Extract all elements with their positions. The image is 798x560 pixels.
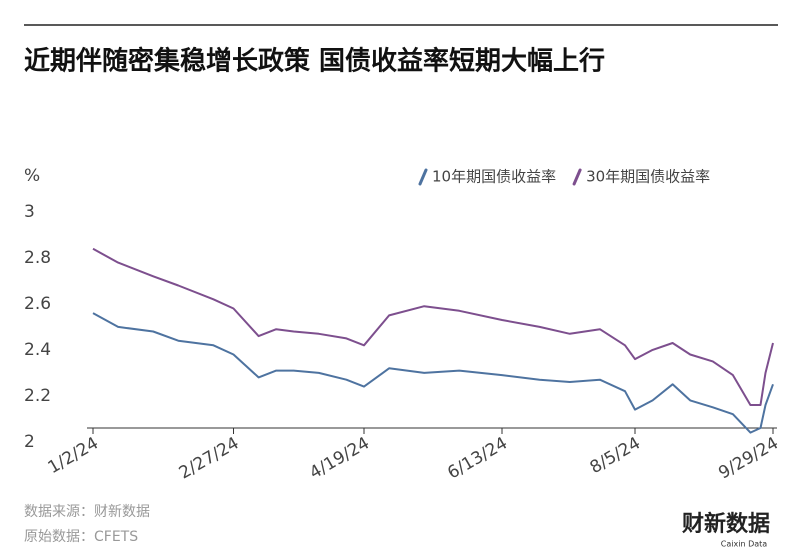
x-tick-label: 9/29/24 [715,433,782,483]
logo: 财新数据 [682,511,770,537]
legend-marker [572,168,582,186]
y-tick-label: 2.4 [24,340,51,360]
x-tick-label: 1/2/24 [45,433,102,478]
x-tick-label: 2/27/24 [176,433,243,483]
raw-source: 原始数据：CFETS [24,529,138,545]
line-series [92,312,774,434]
legend-label: 10年期国债收益率 [432,168,556,186]
y-tick-label: 3 [24,202,35,222]
y-tick-label: 2.8 [24,248,51,268]
legend-marker [418,168,428,186]
x-tick-label: 6/13/24 [444,433,511,483]
line-series [92,247,774,406]
source: 数据来源：财新数据 [24,504,150,520]
legend-label: 30年期国债收益率 [586,168,710,186]
x-tick-label: 8/5/24 [587,433,644,478]
y-tick-label: 2.6 [24,294,51,314]
x-tick-label: 4/19/24 [306,433,373,483]
logo-en: Caixin Data [721,540,767,549]
y-unit: % [24,166,40,186]
y-tick-label: 2.2 [24,386,51,406]
chart-title: 近期伴随密集稳增长政策 国债收益率短期大幅上行 [24,46,605,77]
y-tick-label: 2 [24,432,35,452]
